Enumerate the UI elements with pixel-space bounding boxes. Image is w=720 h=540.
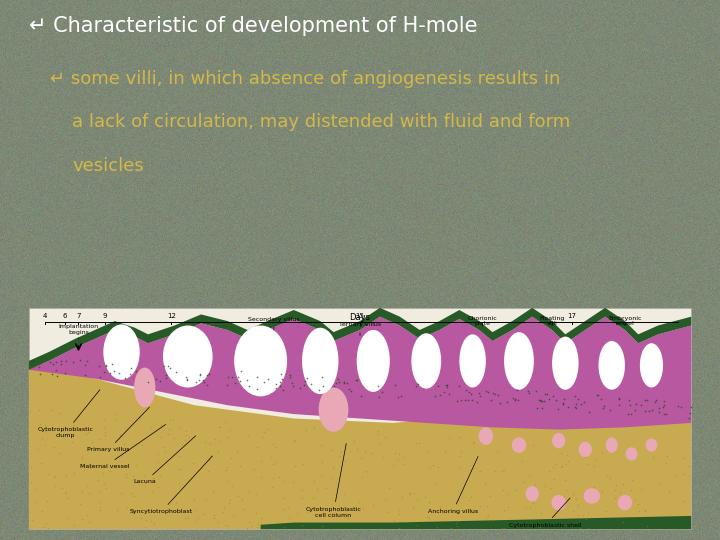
Ellipse shape (234, 326, 287, 396)
Text: Days: Days (349, 313, 371, 322)
Text: 15: 15 (356, 313, 364, 319)
Polygon shape (29, 308, 691, 370)
Text: 17: 17 (567, 313, 577, 319)
Text: Syncytiotrophoblast: Syncytiotrophoblast (130, 456, 212, 514)
Polygon shape (261, 516, 691, 529)
Ellipse shape (606, 437, 618, 453)
Text: Cytotrophoblastic
cell column: Cytotrophoblastic cell column (305, 443, 361, 518)
FancyBboxPatch shape (29, 308, 691, 529)
Ellipse shape (618, 495, 632, 510)
Ellipse shape (598, 341, 625, 390)
Text: 9: 9 (103, 313, 107, 319)
Ellipse shape (504, 332, 534, 390)
Text: vesicles: vesicles (72, 157, 144, 174)
Text: Cytotrophoblastic shell: Cytotrophoblastic shell (509, 498, 582, 528)
Polygon shape (29, 361, 691, 529)
Ellipse shape (479, 427, 493, 445)
Text: Anchoring villus: Anchoring villus (428, 456, 478, 514)
Ellipse shape (512, 437, 526, 453)
Ellipse shape (552, 336, 579, 390)
Ellipse shape (459, 334, 486, 388)
Text: Embryonic
vessel: Embryonic vessel (608, 315, 642, 326)
Text: ↵ some villi, in which absence of angiogenesis results in: ↵ some villi, in which absence of angiog… (50, 70, 561, 88)
Text: Implantation
begins: Implantation begins (58, 325, 99, 339)
Text: Secondary villus: Secondary villus (248, 316, 300, 330)
Text: Maternal vessel: Maternal vessel (80, 424, 166, 469)
Ellipse shape (411, 333, 441, 389)
Text: Lacuna: Lacuna (133, 436, 196, 484)
Ellipse shape (356, 330, 390, 392)
Ellipse shape (646, 438, 657, 451)
Text: Cytotrophoblastic
clump: Cytotrophoblastic clump (37, 390, 100, 438)
Text: Tertiary villus: Tertiary villus (339, 322, 381, 335)
Text: 6: 6 (63, 313, 68, 319)
Text: 12: 12 (167, 313, 176, 319)
Polygon shape (29, 316, 691, 430)
Ellipse shape (526, 486, 539, 502)
Ellipse shape (302, 328, 338, 394)
Ellipse shape (104, 325, 140, 380)
Text: 4: 4 (43, 313, 48, 319)
Ellipse shape (583, 488, 600, 504)
Ellipse shape (318, 388, 348, 432)
Text: Primary villus: Primary villus (87, 407, 150, 453)
Text: 7: 7 (76, 313, 81, 319)
Ellipse shape (626, 447, 637, 461)
Ellipse shape (134, 368, 156, 407)
Ellipse shape (579, 442, 592, 457)
Ellipse shape (163, 326, 212, 388)
Ellipse shape (640, 343, 663, 388)
Text: a lack of circulation, may distended with fluid and form: a lack of circulation, may distended wit… (72, 113, 570, 131)
Ellipse shape (552, 495, 566, 510)
Text: Chorionic
plate: Chorionic plate (468, 315, 498, 326)
Text: ↵ Characteristic of development of H-mole: ↵ Characteristic of development of H-mol… (29, 16, 477, 36)
Text: Floating
villi: Floating villi (539, 315, 564, 326)
Ellipse shape (552, 433, 565, 448)
